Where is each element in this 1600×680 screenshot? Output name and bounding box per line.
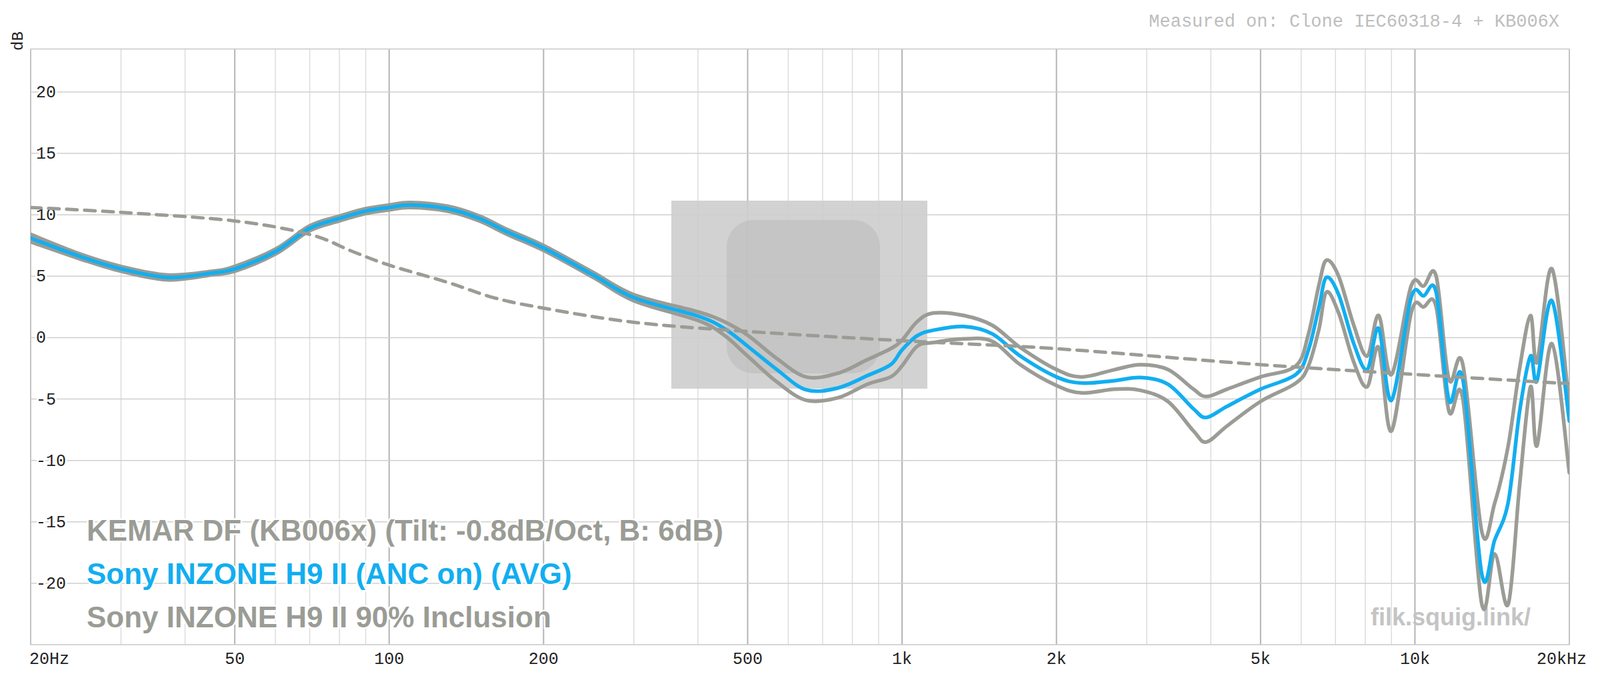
series-group xyxy=(30,202,1570,610)
x-grid xyxy=(1414,49,1416,646)
x-tick-label: 50 xyxy=(224,650,245,670)
y-grid xyxy=(30,152,1570,154)
photo-placeholder xyxy=(671,200,928,389)
x-tick-label: 5k xyxy=(1250,650,1271,670)
x-minor-grid xyxy=(1210,49,1212,646)
inclusion-lower-line xyxy=(30,207,1570,610)
photo-shape xyxy=(726,220,880,374)
x-grid xyxy=(388,49,390,646)
y-tick-label: -10 xyxy=(36,452,66,472)
legend-entry: Sony INZONE H9 II 90% Inclusion xyxy=(86,600,552,634)
x-grid xyxy=(1056,49,1058,646)
x-minor-grid xyxy=(633,49,635,646)
series-group xyxy=(30,204,1570,582)
series-line xyxy=(30,202,1570,540)
x-minor-grid xyxy=(120,49,122,646)
x-grid xyxy=(542,49,544,646)
x-tick-label: 20Hz xyxy=(29,650,70,670)
chart: 20151050-5-10-15-2020Hz501002005001k2k5k… xyxy=(0,0,1600,680)
x-minor-grid xyxy=(1364,49,1366,646)
x-minor-grid xyxy=(338,49,340,646)
x-tick-label: 200 xyxy=(528,650,559,670)
legend: KEMAR DF (KB006x) (Tilt: -0.8dB/Oct, B: … xyxy=(86,514,724,634)
series-group xyxy=(30,207,1570,384)
series-line xyxy=(30,207,1570,384)
grid xyxy=(30,49,1570,646)
y-tick-label: 0 xyxy=(36,328,46,348)
legend-entry: Sony INZONE H9 II (ANC on) (AVG) xyxy=(86,557,572,590)
y-grid xyxy=(30,460,1570,462)
x-minor-grid xyxy=(1300,49,1302,646)
x-minor-grid xyxy=(365,49,367,646)
x-grid xyxy=(1260,49,1262,646)
y-tick-label: 20 xyxy=(36,83,56,103)
x-tick-label: 10k xyxy=(1400,650,1430,670)
y-axis-title: dB xyxy=(9,31,28,51)
plot-frame xyxy=(30,49,1570,646)
legend-entry: KEMAR DF (KB006x) (Tilt: -0.8dB/Oct, B: … xyxy=(86,514,724,547)
title: Measured on: Clone IEC60318-4 + KB006X xyxy=(1148,12,1560,32)
x-tick-label: 500 xyxy=(732,650,763,670)
y-tick-label: 15 xyxy=(36,144,56,164)
series-line xyxy=(30,204,1570,582)
x-grid xyxy=(234,49,236,646)
y-tick-label: -15 xyxy=(36,513,66,533)
x-minor-grid xyxy=(1146,49,1148,646)
y-grid xyxy=(30,91,1570,93)
x-minor-grid xyxy=(274,49,276,646)
x-minor-grid xyxy=(309,49,311,646)
curves xyxy=(30,202,1570,610)
x-tick-label: 20kHz xyxy=(1536,650,1587,670)
x-tick-label: 100 xyxy=(374,650,404,670)
watermark: filk.squig.link/ xyxy=(1370,603,1531,631)
y-tick-label: -5 xyxy=(36,390,56,410)
y-tick-label: 5 xyxy=(36,267,46,287)
x-minor-grid xyxy=(1334,49,1336,646)
x-tick-label: 1k xyxy=(892,650,912,670)
x-minor-grid xyxy=(1390,49,1392,646)
x-tick-label: 2k xyxy=(1046,650,1067,670)
x-minor-grid xyxy=(184,49,186,646)
y-tick-label: -20 xyxy=(36,574,66,594)
